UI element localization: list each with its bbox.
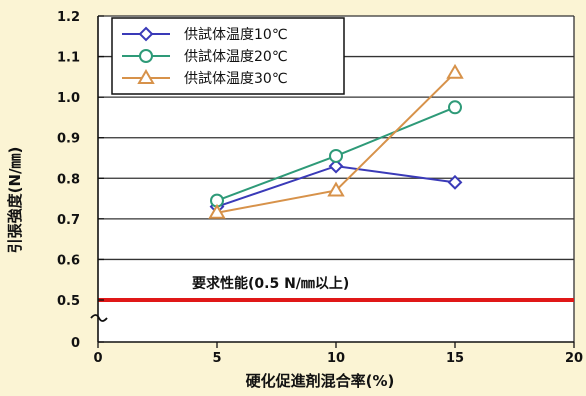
y-tick-label-5: 0.9 (57, 132, 80, 147)
series-3-point-1 (208, 203, 226, 219)
x-axis-title: 硬化促進剤混合率(%) (246, 372, 395, 390)
x-tick-label-1: 5 (212, 351, 221, 366)
axes (90, 15, 575, 348)
legend-label-3: 供試体温度30℃ (184, 71, 288, 87)
series-1-point-2 (328, 158, 344, 174)
y-tick-label-2: 0.6 (57, 253, 80, 268)
y-tick-label-0: 0 (71, 336, 80, 351)
series-2-point-3 (448, 100, 462, 115)
y-tick-label-7: 1.1 (57, 51, 80, 66)
series-3-point-2 (327, 181, 345, 197)
series-1-point-3 (447, 174, 463, 190)
series-2 (210, 100, 462, 208)
x-tick-label-3: 15 (446, 351, 464, 366)
reference-line-label: 要求性能(0.5 N/㎜以上) (192, 275, 349, 292)
y-tick-label-1: 0.5 (57, 294, 80, 309)
series-group (208, 63, 464, 219)
axis-break-mark (90, 314, 108, 322)
legend-label-2: 供試体温度20℃ (184, 49, 288, 65)
legend-marker-2 (139, 49, 153, 63)
x-tick-label-2: 10 (327, 351, 345, 366)
legend: 供試体温度10℃ 供試体温度20℃ 供試体温度30℃ (111, 17, 345, 95)
y-tick-label-4: 0.8 (57, 172, 80, 187)
legend-marker-3 (137, 69, 155, 84)
y-tick-label-8: 1.2 (57, 10, 80, 25)
legend-marker-1 (138, 26, 154, 42)
y-tick-label-6: 1.0 (57, 91, 80, 106)
x-tick-label-4: 20 (565, 351, 583, 366)
y-axis-title: 引張強度(N/㎜) (6, 147, 24, 254)
x-tick-label-0: 0 (93, 351, 102, 366)
series-3 (208, 63, 464, 219)
legend-label-1: 供試体温度10℃ (184, 27, 288, 43)
series-2-point-2 (329, 148, 343, 163)
tick-labels: 0 5 10 15 20 0 0.5 0.6 0.7 0.8 0.9 1.0 1.1 1.2 (57, 10, 583, 366)
series-3-point-3 (446, 63, 464, 79)
y-tick-label-3: 0.7 (57, 213, 80, 228)
